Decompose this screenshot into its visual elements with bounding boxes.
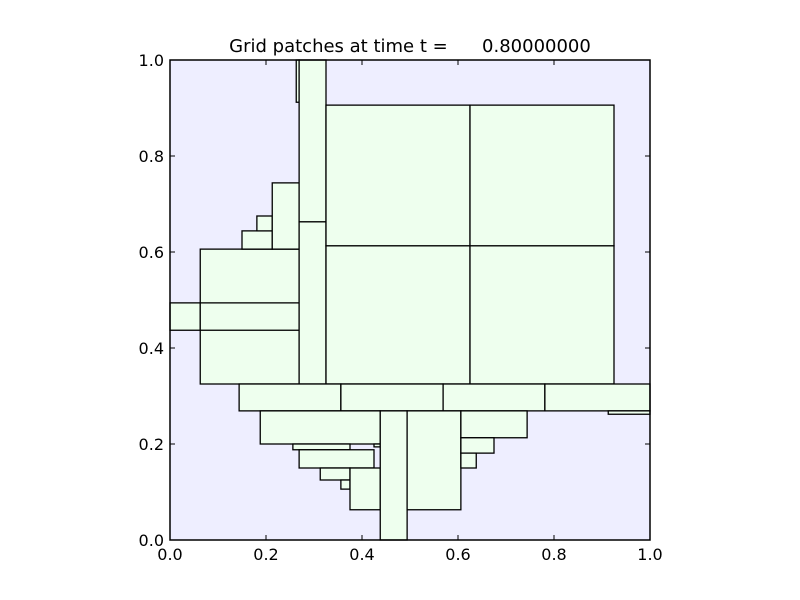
grid-patch xyxy=(325,104,471,247)
grid-patch xyxy=(607,410,651,415)
grid-patch xyxy=(460,410,528,439)
grid-patch xyxy=(256,215,273,232)
grid-patch xyxy=(340,479,351,490)
grid-patch xyxy=(169,302,201,331)
grid-patch xyxy=(469,245,615,385)
y-tick-label: 0.6 xyxy=(139,243,164,262)
grid-patch xyxy=(319,467,351,481)
y-tick-label: 0.0 xyxy=(139,531,164,550)
y-tick-label: 0.8 xyxy=(139,147,164,166)
y-tick-label: 0.4 xyxy=(139,339,164,358)
grid-patch xyxy=(442,383,546,412)
x-tick-label: 1.0 xyxy=(637,545,662,564)
grid-patch xyxy=(298,449,375,469)
grid-patch xyxy=(238,383,342,412)
grid-patch xyxy=(340,383,444,412)
grid-patch xyxy=(544,383,651,412)
x-tick-label: 0.8 xyxy=(541,545,566,564)
patches-layer xyxy=(169,59,651,541)
x-tick-label: 0.2 xyxy=(253,545,278,564)
x-tick-label: 0.6 xyxy=(445,545,470,564)
x-tick-labels: 0.0 0.2 0.4 0.6 0.8 1.0 xyxy=(157,545,662,564)
grid-patch xyxy=(406,410,462,511)
y-tick-labels: 0.0 0.2 0.4 0.6 0.8 1.0 xyxy=(139,51,164,550)
grid-patch xyxy=(469,104,615,247)
x-tick-label: 0.4 xyxy=(349,545,374,564)
grid-patch xyxy=(373,443,381,448)
x-tick-label: 0.0 xyxy=(157,545,182,564)
grid-patch xyxy=(460,437,495,454)
y-tick-label: 0.2 xyxy=(139,435,164,454)
ticks-layer xyxy=(169,59,651,541)
grid-patch xyxy=(379,410,408,541)
grid-patch xyxy=(292,443,351,451)
grid-patch xyxy=(199,302,300,331)
axes-frame xyxy=(169,59,651,541)
grid-patch xyxy=(349,467,381,511)
grid-patch xyxy=(298,59,327,223)
grid-patch xyxy=(241,230,273,250)
grid-patch xyxy=(271,182,300,250)
grid-patch xyxy=(298,221,327,385)
grid-patch xyxy=(325,245,471,385)
y-tick-label: 1.0 xyxy=(139,51,164,70)
grid-patch xyxy=(460,452,477,469)
grid-patch xyxy=(259,410,381,445)
chart-title: Grid patches at time t = 0.80000000 xyxy=(229,36,591,57)
